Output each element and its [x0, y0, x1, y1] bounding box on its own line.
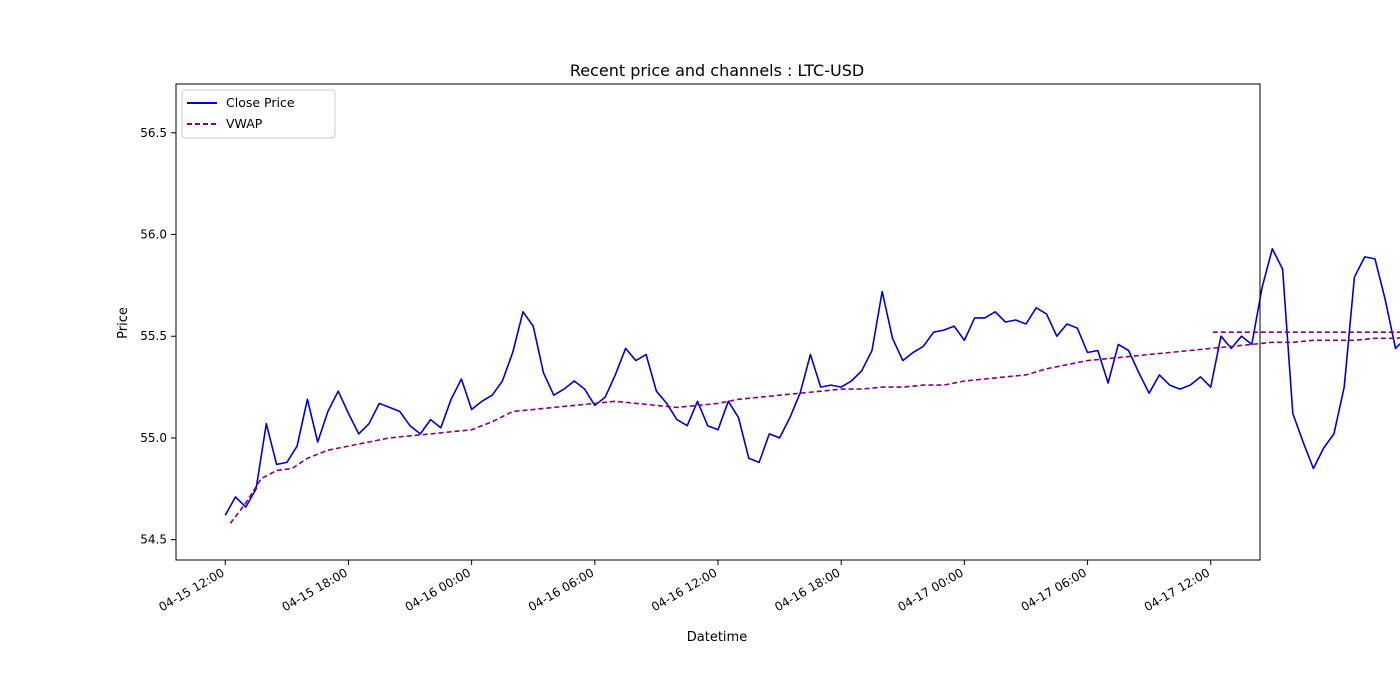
x-tick-label: 04-16 12:00	[649, 565, 719, 614]
x-tick-label: 04-17 06:00	[1019, 565, 1089, 614]
series-layer	[224, 248, 1400, 524]
x-tick-label: 04-16 06:00	[526, 565, 596, 614]
x-tick-label: 04-15 18:00	[280, 565, 350, 614]
y-axis-label: Price	[116, 307, 131, 339]
close-price-line	[224, 248, 1400, 516]
legend-label: VWAP	[226, 116, 263, 131]
legend-label: Close Price	[226, 95, 295, 110]
x-tick-label: 04-17 00:00	[895, 565, 965, 614]
legend: Close Price VWAP	[181, 89, 336, 139]
x-tick-label: 04-16 18:00	[772, 565, 842, 614]
x-tick-label: 04-15 12:00	[156, 565, 226, 614]
plot-frame	[175, 83, 1261, 561]
vwap-line	[229, 331, 1400, 524]
y-tick-label: 54.5	[140, 533, 167, 547]
y-tick-label: 55.0	[140, 431, 167, 445]
y-tick-label: 55.5	[140, 329, 167, 343]
x-tick-label: 04-16 00:00	[403, 565, 473, 614]
x-tick-label: 04-17 12:00	[1142, 565, 1212, 614]
ticks-layer: 04-15 12:00 04-15 18:00 04-16 00:00 04-16 0…	[140, 126, 1212, 614]
legend-box	[181, 89, 336, 139]
y-tick-label: 56.0	[140, 228, 167, 242]
y-tick-label: 56.5	[140, 126, 167, 140]
x-axis-label: Datetime	[687, 630, 747, 645]
chart-title: Recent price and channels : LTC-USD	[570, 61, 864, 80]
